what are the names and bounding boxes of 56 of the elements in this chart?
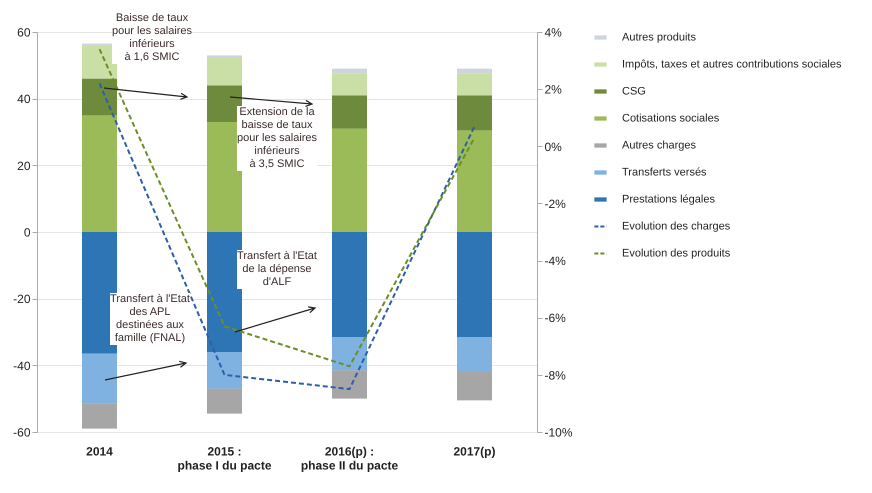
- bar: [332, 74, 367, 96]
- annotation: Extension de la baisse de taux pour les salaires inférieurs à 3,5 SMIC: [236, 106, 318, 171]
- legend-label: Evolution des produits: [622, 248, 731, 260]
- bar: [457, 130, 492, 232]
- bar: [332, 370, 367, 399]
- x-tick-label: 2014: [86, 444, 114, 458]
- bar: [457, 372, 492, 400]
- line-series: [98, 48, 476, 368]
- y-tick-label: 20: [17, 158, 31, 173]
- bar: [207, 85, 242, 122]
- bar: [332, 128, 367, 232]
- y-tick-label: -40: [13, 358, 31, 373]
- y2-tick-label: -6%: [544, 311, 566, 326]
- y-tick-label: 60: [17, 26, 31, 40]
- annotation: Transfert à l'Etat des APL destinées aux famille (FNAL): [110, 293, 190, 345]
- legend-label: Cotisations sociales: [622, 112, 720, 124]
- y2-tick-label: -8%: [544, 368, 566, 382]
- line-series: [98, 82, 476, 390]
- legend-label: Impôts, taxes et autres contributions sociales: [622, 58, 842, 70]
- annotation: Transfert à l'Etat de la dépense d'ALF: [237, 250, 317, 289]
- y-tick-label: -20: [13, 292, 31, 306]
- bar: [207, 352, 242, 389]
- bar: [82, 78, 117, 116]
- y-tick-label: 0: [24, 226, 31, 240]
- bar: [82, 404, 117, 429]
- bar: [207, 388, 242, 414]
- legend-label: Autres produits: [622, 32, 696, 44]
- bar: [207, 57, 242, 86]
- legend-label: Autres charges: [622, 140, 696, 152]
- y2-tick-label: -2%: [544, 196, 566, 211]
- x-tick-label: 2017(p): [453, 444, 496, 458]
- bar: [332, 95, 367, 129]
- y2-tick-label: 2%: [544, 82, 562, 97]
- bar: [457, 74, 492, 96]
- bar: [457, 337, 492, 372]
- y-tick-label: 40: [17, 92, 31, 106]
- legend-label: Evolution des charges: [622, 220, 731, 232]
- bar: [332, 68, 367, 74]
- bar: [332, 337, 367, 370]
- y-tick-label: -60: [13, 426, 31, 440]
- bar: [332, 232, 367, 337]
- x-tick-label: 2016(p) : phase II du pacte: [300, 444, 399, 472]
- bar: [82, 115, 117, 232]
- x-tick-label: 2015 : phase I du pacte: [177, 444, 272, 472]
- bar: [82, 354, 117, 404]
- y2-tick-label: 4%: [544, 26, 562, 40]
- y2-tick-label: 0%: [544, 140, 562, 154]
- bar: [457, 68, 492, 74]
- legend-label: Transferts versés: [622, 166, 708, 178]
- annotation: Baisse de taux pour les salaires inférieurs à 1,6 SMIC: [112, 12, 192, 64]
- bar: [457, 232, 492, 337]
- y2-tick-label: -10%: [544, 426, 573, 440]
- bar: [457, 95, 492, 130]
- y2-tick-label: -4%: [544, 254, 566, 268]
- legend-label: CSG: [622, 86, 646, 98]
- legend-label: Prestations légales: [622, 194, 716, 206]
